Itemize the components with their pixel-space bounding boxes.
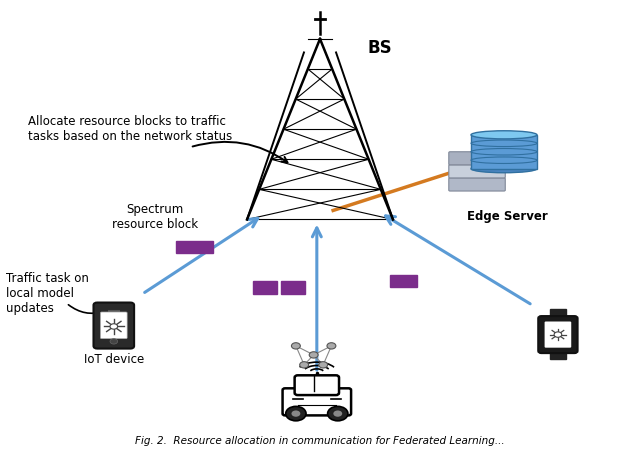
- Circle shape: [110, 324, 118, 329]
- FancyBboxPatch shape: [294, 375, 339, 395]
- Text: IoT device: IoT device: [84, 353, 144, 366]
- Circle shape: [554, 332, 562, 337]
- FancyBboxPatch shape: [538, 316, 577, 353]
- FancyBboxPatch shape: [545, 321, 572, 348]
- Ellipse shape: [471, 131, 537, 139]
- Text: Traffic task on
local model
updates: Traffic task on local model updates: [6, 272, 89, 315]
- FancyBboxPatch shape: [449, 165, 505, 178]
- FancyBboxPatch shape: [93, 303, 134, 349]
- Bar: [390, 275, 417, 287]
- Text: Edge Server: Edge Server: [467, 210, 548, 223]
- Circle shape: [300, 361, 308, 368]
- FancyBboxPatch shape: [449, 152, 505, 165]
- Circle shape: [291, 343, 300, 349]
- Polygon shape: [471, 135, 537, 169]
- FancyBboxPatch shape: [283, 388, 351, 415]
- Circle shape: [285, 406, 306, 421]
- Text: Allocate resource blocks to traffic
tasks based on the network status: Allocate resource blocks to traffic task…: [28, 115, 232, 143]
- Circle shape: [309, 352, 318, 358]
- Circle shape: [333, 410, 342, 417]
- Bar: [550, 349, 566, 359]
- Bar: [176, 241, 212, 253]
- Bar: [253, 282, 278, 294]
- Circle shape: [291, 410, 300, 417]
- Circle shape: [319, 361, 328, 368]
- Bar: [282, 282, 305, 294]
- Text: Spectrum
resource block: Spectrum resource block: [112, 203, 198, 231]
- FancyBboxPatch shape: [449, 178, 505, 191]
- Text: Fig. 2.  Resource allocation in communication for Federated Learning...: Fig. 2. Resource allocation in communica…: [135, 436, 505, 446]
- Bar: [550, 309, 566, 319]
- Circle shape: [110, 339, 118, 344]
- Ellipse shape: [471, 165, 537, 173]
- Text: BS: BS: [367, 39, 392, 57]
- FancyBboxPatch shape: [100, 312, 127, 339]
- Circle shape: [328, 406, 348, 421]
- Circle shape: [327, 343, 336, 349]
